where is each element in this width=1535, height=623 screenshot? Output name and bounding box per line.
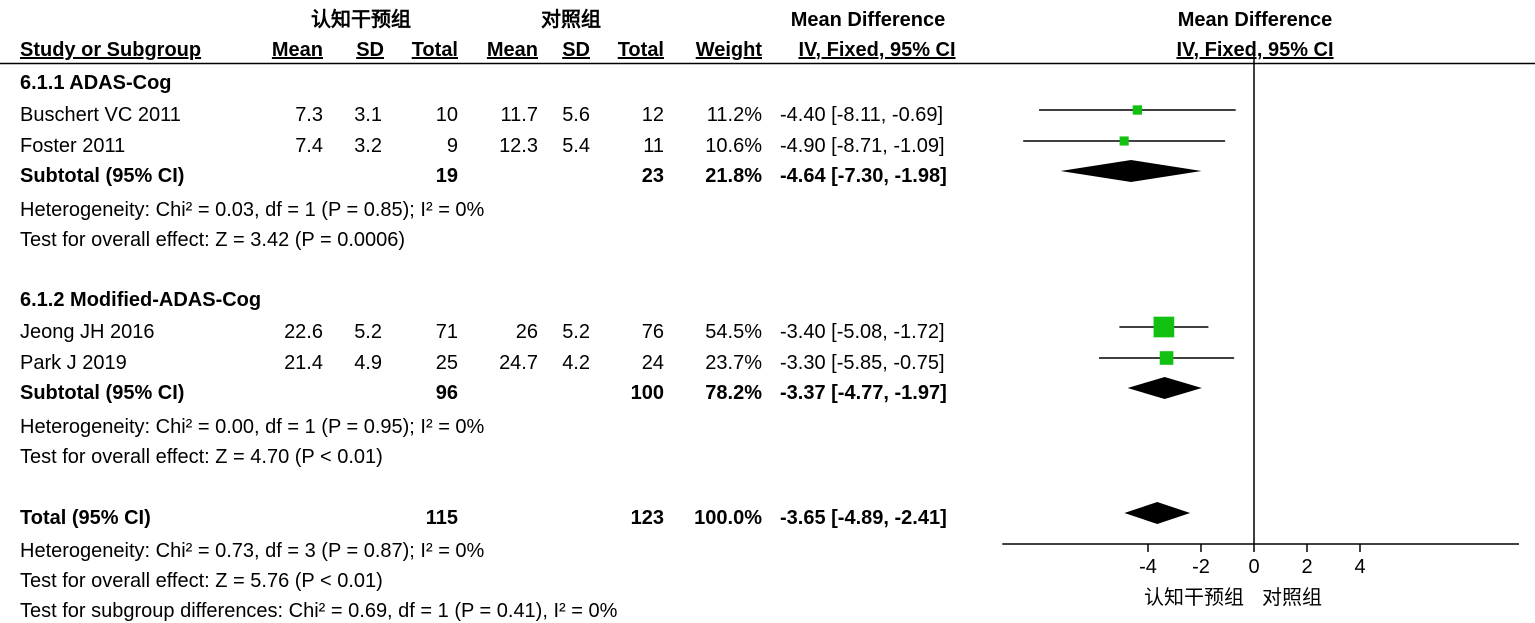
weight: 54.5% xyxy=(705,321,762,343)
plot-title: Mean Difference xyxy=(1177,9,1333,31)
mean2: 11.7 xyxy=(500,104,538,126)
sd1: 5.2 xyxy=(354,321,382,343)
total-total1: 115 xyxy=(425,507,458,529)
total-ci: -3.65 [-4.89, -2.41] xyxy=(780,507,947,529)
ci-text: -3.30 [-5.85, -0.75] xyxy=(780,352,945,374)
study-name: Park J 2019 xyxy=(20,352,127,374)
mean2: 12.3 xyxy=(499,135,538,157)
pooled-diamond xyxy=(1060,160,1202,182)
overall-effect-text: Test for overall effect: Z = 3.42 (P = 0… xyxy=(20,229,406,251)
x-tick-label: -2 xyxy=(1192,556,1210,578)
mean1: 22.6 xyxy=(284,321,323,343)
study-point xyxy=(1159,351,1174,365)
col-sd2: SD xyxy=(562,39,590,61)
mean2: 24.7 xyxy=(499,352,538,374)
subgroup-differences-text: Test for subgroup differences: Chi² = 0.… xyxy=(20,600,618,622)
total1: 9 xyxy=(446,135,458,157)
pooled-diamond xyxy=(1127,377,1202,399)
sd2: 5.2 xyxy=(562,321,590,343)
group1-header: 认知干预组 xyxy=(311,9,411,31)
subtotal-label: Subtotal (95% CI) xyxy=(20,382,185,404)
subtotal-weight: 78.2% xyxy=(705,382,762,404)
col-study: Study or Subgroup xyxy=(20,39,202,61)
weight: 11.2% xyxy=(706,104,762,126)
sd1: 3.1 xyxy=(354,104,382,126)
md-title: Mean Difference xyxy=(790,9,946,31)
subtotal-ci: -4.64 [-7.30, -1.98] xyxy=(780,165,947,187)
weight: 10.6% xyxy=(705,135,762,157)
total2: 76 xyxy=(641,321,664,343)
subtotal-total1: 96 xyxy=(435,382,458,404)
subtotal-total2: 100 xyxy=(630,382,664,404)
total2: 12 xyxy=(641,104,664,126)
overall-effect-text: Test for overall effect: Z = 4.70 (P < 0… xyxy=(20,446,383,468)
col-weight: Weight xyxy=(695,39,762,61)
study-point xyxy=(1119,136,1129,146)
study-point xyxy=(1132,105,1143,115)
study-name: Foster 2011 xyxy=(20,135,126,157)
x-tick-label: 2 xyxy=(1301,556,1312,578)
x-tick-label: 0 xyxy=(1248,556,1259,578)
subgroup-title: 6.1.2 Modified-ADAS-Cog xyxy=(20,289,262,311)
md-method: IV, Fixed, 95% CI xyxy=(798,39,956,61)
heterogeneity-text: Heterogeneity: Chi² = 0.00, df = 1 (P = … xyxy=(20,416,485,438)
pooled-diamond xyxy=(1124,502,1191,524)
study-point xyxy=(1153,316,1175,338)
subtotal-total1: 19 xyxy=(435,165,458,187)
sd1: 4.9 xyxy=(354,352,382,374)
total1: 25 xyxy=(435,352,458,374)
col-mean2: Mean xyxy=(486,39,538,61)
ci-text: -3.40 [-5.08, -1.72] xyxy=(780,321,945,343)
axis-right-label: 对照组 xyxy=(1262,587,1322,609)
x-tick-label: -4 xyxy=(1139,556,1157,578)
col-total1: Total xyxy=(411,39,458,61)
mean2: 26 xyxy=(515,321,538,343)
sd2: 5.6 xyxy=(562,104,590,126)
total-label: Total (95% CI) xyxy=(20,507,151,529)
total-total2: 123 xyxy=(630,507,664,529)
sd1: 3.2 xyxy=(354,135,382,157)
plot-method: IV, Fixed, 95% CI xyxy=(1176,39,1334,61)
sd2: 4.2 xyxy=(562,352,590,374)
col-sd1: SD xyxy=(356,39,384,61)
subtotal-weight: 21.8% xyxy=(705,165,762,187)
axis-left-label: 认知干预组 xyxy=(1144,587,1244,609)
overall-effect-text: Test for overall effect: Z = 5.76 (P < 0… xyxy=(20,570,383,592)
subtotal-ci: -3.37 [-4.77, -1.97] xyxy=(780,382,947,404)
mean1: 7.4 xyxy=(295,135,323,157)
col-total2: Total xyxy=(617,39,664,61)
study-name: Buschert VC 2011 xyxy=(20,104,181,126)
sd2: 5.4 xyxy=(562,135,590,157)
group2-header: 对照组 xyxy=(541,9,601,31)
subtotal-label: Subtotal (95% CI) xyxy=(20,165,185,187)
total1: 71 xyxy=(435,321,458,343)
study-name: Jeong JH 2016 xyxy=(20,321,155,343)
heterogeneity-text: Heterogeneity: Chi² = 0.73, df = 3 (P = … xyxy=(20,540,485,562)
mean1: 21.4 xyxy=(284,352,323,374)
heterogeneity-text: Heterogeneity: Chi² = 0.03, df = 1 (P = … xyxy=(20,199,485,221)
col-mean1: Mean xyxy=(271,39,323,61)
total2: 24 xyxy=(641,352,664,374)
ci-text: -4.90 [-8.71, -1.09] xyxy=(780,135,945,157)
subtotal-total2: 23 xyxy=(641,165,664,187)
total-weight: 100.0% xyxy=(694,507,762,529)
x-tick-label: 4 xyxy=(1354,556,1365,578)
subgroup-title: 6.1.1 ADAS-Cog xyxy=(20,72,172,94)
total2: 11 xyxy=(643,135,664,157)
mean1: 7.3 xyxy=(295,104,323,126)
ci-text: -4.40 [-8.11, -0.69] xyxy=(780,104,944,126)
weight: 23.7% xyxy=(705,352,762,374)
total1: 10 xyxy=(435,104,458,126)
